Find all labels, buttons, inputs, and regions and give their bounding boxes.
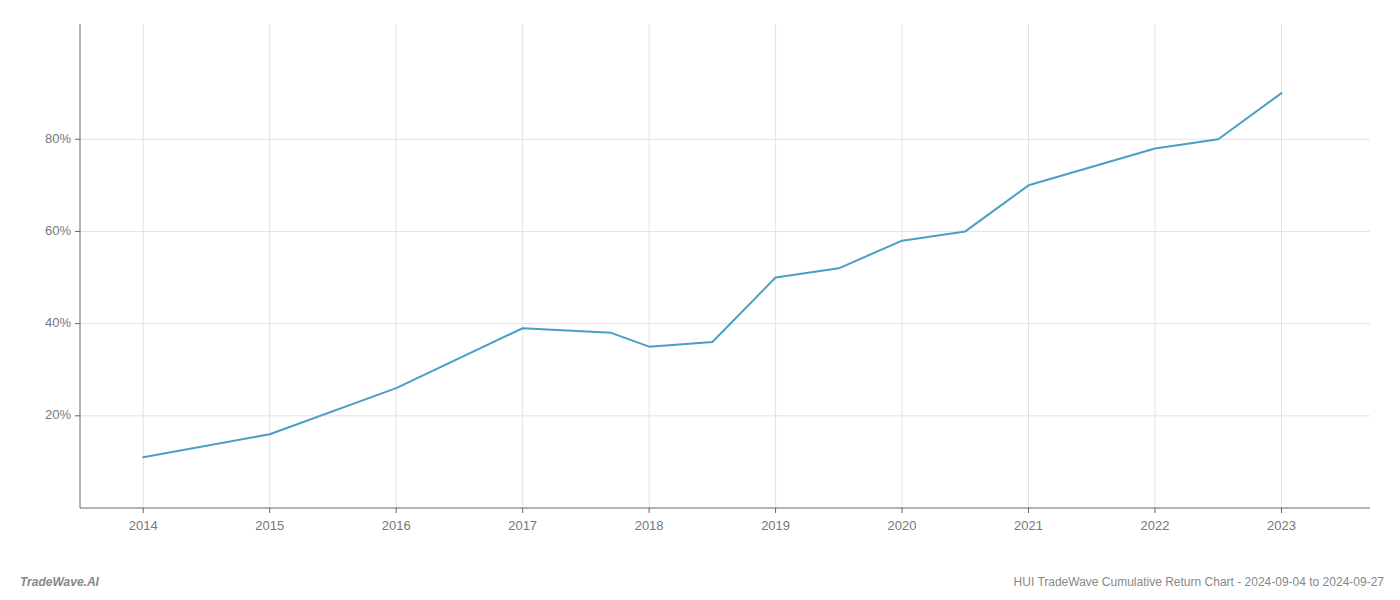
axis-line-x — [80, 508, 1370, 509]
tick-mark-x — [649, 508, 650, 513]
footer-right: HUI TradeWave Cumulative Return Chart - … — [1014, 575, 1385, 589]
grid-line-y — [80, 323, 1370, 324]
annotations: TradeWave.AI HUI TradeWave Cumulative Ret… — [20, 575, 1384, 589]
tick-label-x: 2014 — [129, 518, 158, 533]
tick-label-x: 2020 — [888, 518, 917, 533]
tick-mark-x — [269, 508, 270, 513]
tick-label-x: 2015 — [255, 518, 284, 533]
data-group — [143, 93, 1281, 457]
tick-mark-x — [396, 508, 397, 513]
axis-line-y — [80, 24, 81, 508]
grid-line-y — [80, 415, 1370, 416]
tick-label-y: 40% — [45, 315, 71, 330]
tick-label-x: 2021 — [1014, 518, 1043, 533]
tick-mark-x — [902, 508, 903, 513]
grid-line-x — [269, 24, 270, 508]
tick-mark-x — [1155, 508, 1156, 513]
tick-mark-x — [775, 508, 776, 513]
grid-line-y — [80, 231, 1370, 232]
grid-line-y — [80, 139, 1370, 140]
tick-mark-y — [75, 323, 80, 324]
tick-label-x: 2018 — [635, 518, 664, 533]
grid-line-x — [396, 24, 397, 508]
grid-line-x — [1155, 24, 1156, 508]
tick-label-y: 20% — [45, 407, 71, 422]
tick-mark-x — [1028, 508, 1029, 513]
grid-line-x — [143, 24, 144, 508]
tick-label-y: 80% — [45, 131, 71, 146]
grid-line-x — [522, 24, 523, 508]
tick-label-x: 2017 — [508, 518, 537, 533]
grid-line-x — [1281, 24, 1282, 508]
tick-mark-y — [75, 415, 80, 416]
grid-line-x — [649, 24, 650, 508]
tick-label-x: 2023 — [1267, 518, 1296, 533]
grid-line-x — [902, 24, 903, 508]
tick-mark-y — [75, 139, 80, 140]
axes: 20% 40% 60% 80% 2014 2015 2016 2017 2018 2019 2020… — [45, 24, 1370, 533]
chart-svg: 20% 40% 60% 80% 2014 2015 2016 2017 2018 2019 2020… — [0, 0, 1400, 600]
line-series — [143, 93, 1281, 457]
tick-label-x: 2022 — [1141, 518, 1170, 533]
tick-mark-x — [1281, 508, 1282, 513]
footer-left: TradeWave.AI — [20, 575, 100, 589]
grid — [80, 24, 1370, 508]
grid-line-x — [775, 24, 776, 508]
chart-container: 20% 40% 60% 80% 2014 2015 2016 2017 2018 2019 2020… — [0, 0, 1400, 600]
grid-line-x — [1028, 24, 1029, 508]
tick-label-y: 60% — [45, 223, 71, 238]
tick-mark-y — [75, 231, 80, 232]
tick-label-x: 2019 — [761, 518, 790, 533]
tick-mark-x — [522, 508, 523, 513]
tick-label-x: 2016 — [382, 518, 411, 533]
tick-mark-x — [143, 508, 144, 513]
